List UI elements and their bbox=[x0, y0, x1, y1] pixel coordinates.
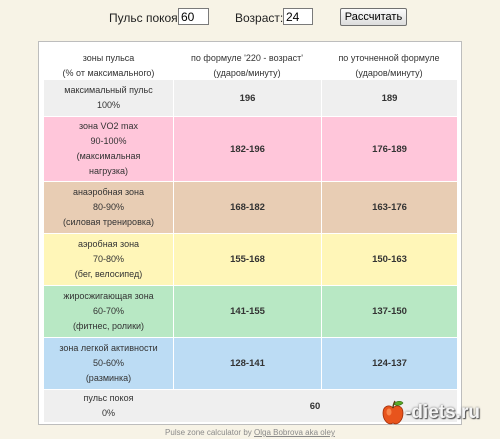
zone-label: жиросжигающая зона 60-70% (фитнес, ролик… bbox=[44, 286, 173, 337]
diets-watermark: -diets.ru bbox=[381, 398, 497, 428]
formula-220-value: 128-141 bbox=[173, 338, 321, 389]
table-row: анаэробная зона 80-90% (силовая трениров… bbox=[44, 182, 457, 233]
formula-220-value: 182-196 bbox=[173, 117, 321, 181]
formula-refined-value: 176-189 bbox=[321, 117, 457, 181]
age-label: Возраст: bbox=[235, 11, 284, 25]
zone-label: зона VO2 max 90-100% (максимальная нагру… bbox=[44, 117, 173, 181]
formula-refined-value: 137-150 bbox=[321, 286, 457, 337]
header-zones: зоны пульса (% от максимального) bbox=[62, 53, 155, 78]
formula-refined-value: 189 bbox=[321, 80, 457, 116]
table-row: аэробная зона 70-80% (бег, велосипед) 15… bbox=[44, 234, 457, 285]
table-row: зона легкой активности 50-60% (разминка)… bbox=[44, 338, 457, 389]
calculator-form: Пульс покоя: Возраст: Рассчитать bbox=[0, 8, 500, 30]
zone-label: зона легкой активности 50-60% (разминка) bbox=[44, 338, 173, 389]
zone-label: пульс покоя 0% bbox=[44, 390, 173, 422]
footer-credit: Pulse zone calculator by Olga Bobrova ak… bbox=[165, 428, 335, 437]
author-link[interactable]: Olga Bobrova aka oley bbox=[254, 428, 335, 437]
header-formula-refined: по уточненной формуле (ударов/минуту) bbox=[338, 53, 440, 78]
age-input[interactable] bbox=[283, 8, 313, 25]
apple-icon bbox=[382, 400, 404, 425]
zone-label: максимальный пульс 100% bbox=[44, 80, 173, 116]
rest-pulse-label: Пульс покоя: bbox=[109, 11, 182, 25]
formula-refined-value: 124-137 bbox=[321, 338, 457, 389]
rest-pulse-input[interactable] bbox=[178, 8, 209, 25]
calculate-button[interactable]: Рассчитать bbox=[340, 8, 407, 26]
watermark-text: -diets.ru bbox=[405, 402, 480, 423]
formula-refined-value: 163-176 bbox=[321, 182, 457, 233]
table-row: зона VO2 max 90-100% (максимальная нагру… bbox=[44, 117, 457, 181]
formula-220-value: 196 bbox=[173, 80, 321, 116]
formula-220-value: 141-155 bbox=[173, 286, 321, 337]
formula-refined-value: 150-163 bbox=[321, 234, 457, 285]
formula-220-value: 168-182 bbox=[173, 182, 321, 233]
resting-pulse-value: 60 bbox=[173, 390, 457, 422]
table-row: максимальный пульс 100% 196 189 bbox=[44, 80, 457, 116]
pulse-zones-table: зоны пульса (% от максимального) по форм… bbox=[38, 41, 462, 425]
table-header: зоны пульса (% от максимального) по форм… bbox=[44, 47, 457, 85]
table-row: жиросжигающая зона 60-70% (фитнес, ролик… bbox=[44, 286, 457, 337]
table-row: пульс покоя 0% 60 bbox=[44, 390, 457, 422]
zone-label: анаэробная зона 80-90% (силовая трениров… bbox=[44, 182, 173, 233]
header-formula-220: по формуле '220 - возраст' (ударов/минут… bbox=[191, 53, 303, 78]
formula-220-value: 155-168 bbox=[173, 234, 321, 285]
zone-label: аэробная зона 70-80% (бег, велосипед) bbox=[44, 234, 173, 285]
